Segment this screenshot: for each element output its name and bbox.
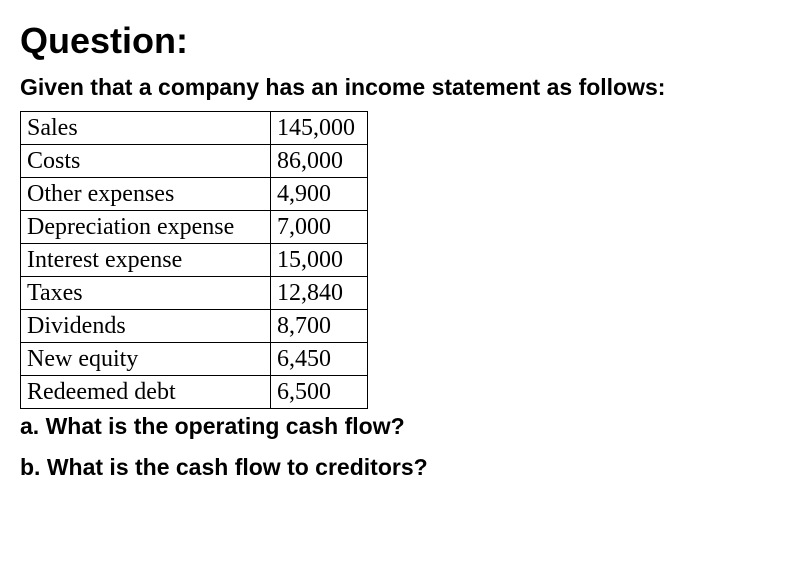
table-row: Taxes 12,840 — [21, 277, 368, 310]
intro-text: Given that a company has an income state… — [20, 74, 780, 101]
row-label: Redeemed debt — [21, 376, 271, 409]
row-value: 6,500 — [271, 376, 368, 409]
row-value: 7,000 — [271, 211, 368, 244]
table-row: Costs 86,000 — [21, 145, 368, 178]
row-label: Interest expense — [21, 244, 271, 277]
question-heading: Question: — [20, 20, 780, 62]
row-label: New equity — [21, 343, 271, 376]
row-label: Dividends — [21, 310, 271, 343]
question-b: b. What is the cash flow to creditors? — [20, 454, 780, 481]
row-value: 12,840 — [271, 277, 368, 310]
table-row: Sales 145,000 — [21, 112, 368, 145]
row-label: Sales — [21, 112, 271, 145]
table-row: Depreciation expense 7,000 — [21, 211, 368, 244]
row-label: Depreciation expense — [21, 211, 271, 244]
row-label: Other expenses — [21, 178, 271, 211]
row-value: 86,000 — [271, 145, 368, 178]
table-row: New equity 6,450 — [21, 343, 368, 376]
row-value: 145,000 — [271, 112, 368, 145]
row-value: 8,700 — [271, 310, 368, 343]
row-value: 4,900 — [271, 178, 368, 211]
table-row: Dividends 8,700 — [21, 310, 368, 343]
table-row: Interest expense 15,000 — [21, 244, 368, 277]
row-value: 15,000 — [271, 244, 368, 277]
table-row: Redeemed debt 6,500 — [21, 376, 368, 409]
row-label: Costs — [21, 145, 271, 178]
table-row: Other expenses 4,900 — [21, 178, 368, 211]
question-a: a. What is the operating cash flow? — [20, 413, 780, 440]
row-value: 6,450 — [271, 343, 368, 376]
row-label: Taxes — [21, 277, 271, 310]
income-statement-table: Sales 145,000 Costs 86,000 Other expense… — [20, 111, 368, 409]
